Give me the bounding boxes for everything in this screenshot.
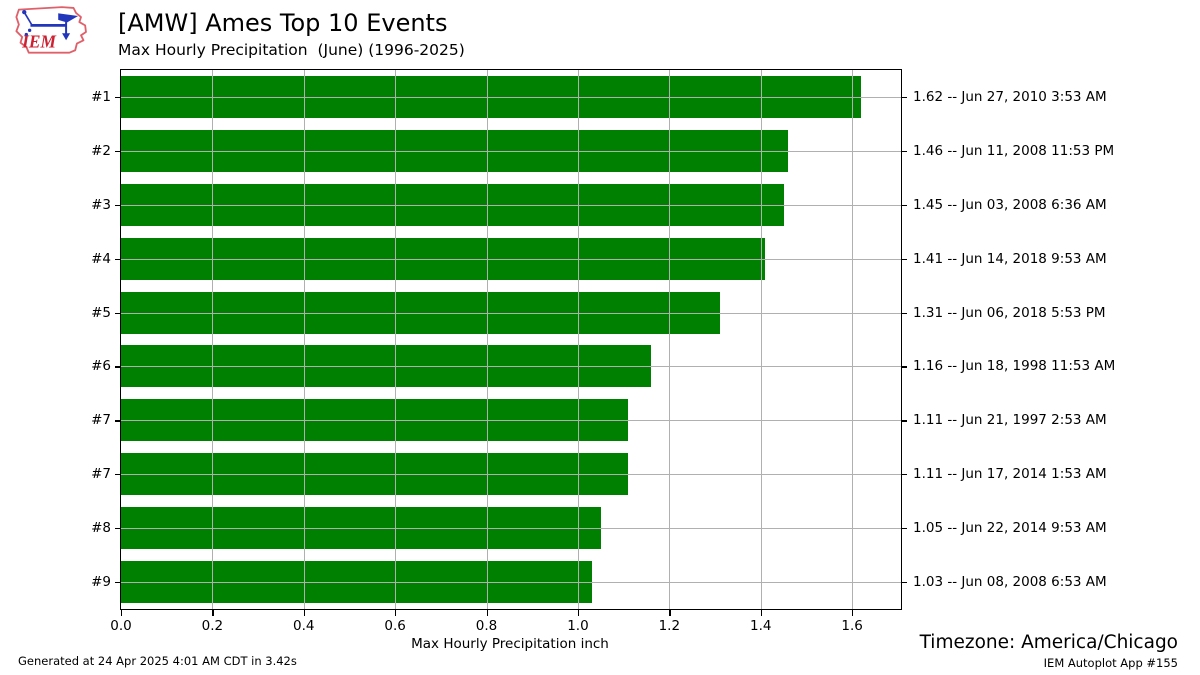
x-axis-label: Max Hourly Precipitation inch xyxy=(411,636,609,652)
event-label: 1.45 -- Jun 03, 2008 6:36 AM xyxy=(913,196,1107,213)
x-tick-label: 0.4 xyxy=(293,618,315,634)
rank-label: #7 xyxy=(91,466,111,483)
rank-label: #2 xyxy=(91,142,111,159)
rank-label: #8 xyxy=(91,520,111,537)
x-tick-label: 0.0 xyxy=(110,618,132,634)
iem-logo: IEM xyxy=(15,6,87,54)
event-label: 1.05 -- Jun 22, 2014 9:53 AM xyxy=(913,520,1107,537)
x-tick-label: 0.8 xyxy=(475,618,498,634)
y-tick-right xyxy=(902,528,907,530)
event-label: 1.11 -- Jun 21, 1997 2:53 AM xyxy=(913,412,1107,429)
page-subtitle: Max Hourly Precipitation (June) (1996-20… xyxy=(118,41,465,59)
plot-area: #1 1.62 -- Jun 27, 2010 3:53 AM #2 1.46 -- … xyxy=(91,69,1115,634)
weather-vane-icon xyxy=(22,9,79,41)
y-tick-right xyxy=(902,366,907,368)
y-tick-right xyxy=(902,258,907,260)
x-tick xyxy=(760,610,762,616)
vertical-gridline xyxy=(760,70,762,609)
x-tick xyxy=(669,610,671,616)
y-tick-left xyxy=(115,528,120,530)
rank-label: #3 xyxy=(91,196,111,213)
x-tick xyxy=(395,610,397,616)
event-label: 1.31 -- Jun 06, 2018 5:53 PM xyxy=(913,304,1106,321)
rank-label: #1 xyxy=(91,88,111,105)
x-tick-label: 0.6 xyxy=(384,618,406,634)
y-tick-right xyxy=(902,474,907,476)
event-label: 1.46 -- Jun 11, 2008 11:53 PM xyxy=(913,142,1115,159)
y-tick-right xyxy=(902,204,907,206)
event-label: 1.41 -- Jun 14, 2018 9:53 AM xyxy=(913,250,1107,267)
horizontal-gridline xyxy=(121,474,901,476)
rank-label: #9 xyxy=(91,574,111,591)
rank-label: #7 xyxy=(91,412,111,429)
vertical-gridline xyxy=(303,70,305,609)
vertical-gridline xyxy=(486,70,488,609)
y-tick-right xyxy=(902,96,907,99)
x-tick xyxy=(212,610,214,616)
x-tick xyxy=(121,610,123,616)
app-reference: IEM Autoplot App #155 xyxy=(1043,656,1178,670)
horizontal-gridline xyxy=(121,366,901,368)
event-label: 1.03 -- Jun 08, 2008 6:53 AM xyxy=(913,574,1107,591)
x-tick-label: 1.4 xyxy=(749,618,772,634)
x-tick xyxy=(486,610,488,616)
vertical-gridline xyxy=(395,70,397,609)
rank-label: #5 xyxy=(91,304,111,321)
timezone-note: Timezone: America/Chicago xyxy=(919,632,1178,653)
y-tick-left xyxy=(115,150,120,153)
horizontal-gridline xyxy=(121,582,901,584)
x-tick xyxy=(577,610,580,616)
rank-label: #6 xyxy=(91,358,111,375)
y-tick-left xyxy=(115,582,120,584)
vertical-gridline xyxy=(669,70,671,609)
horizontal-gridline xyxy=(121,96,901,98)
horizontal-gridline xyxy=(121,204,901,206)
horizontal-gridline xyxy=(121,420,901,422)
x-tick-label: 1.0 xyxy=(567,618,589,634)
y-tick-left xyxy=(115,474,120,476)
y-tick-left xyxy=(115,312,120,314)
page-title: [AMW] Ames Top 10 Events xyxy=(118,9,448,37)
horizontal-gridline xyxy=(121,258,901,260)
vertical-gridline xyxy=(577,70,579,609)
y-tick-left xyxy=(115,420,120,422)
y-tick-right xyxy=(902,150,907,153)
horizontal-gridline xyxy=(121,528,901,530)
y-tick-left xyxy=(115,96,120,99)
event-label: 1.62 -- Jun 27, 2010 3:53 AM xyxy=(913,88,1107,105)
logo-text: IEM xyxy=(21,32,56,52)
x-tick-label: 0.2 xyxy=(201,618,224,634)
y-tick-right xyxy=(902,420,907,422)
y-tick-left xyxy=(115,366,120,368)
x-tick-label: 1.6 xyxy=(841,618,863,634)
horizontal-gridline xyxy=(121,312,901,314)
rank-label: #4 xyxy=(91,250,111,267)
y-tick-left xyxy=(115,204,120,206)
horizontal-gridline xyxy=(121,150,901,152)
y-tick-right xyxy=(902,582,907,584)
event-label: 1.16 -- Jun 18, 1998 11:53 AM xyxy=(913,358,1116,375)
x-tick xyxy=(303,610,305,616)
y-tick-left xyxy=(115,258,120,260)
x-tick-label: 1.2 xyxy=(658,618,681,634)
y-tick-right xyxy=(902,312,907,314)
vertical-gridline xyxy=(212,70,214,609)
generated-timestamp: Generated at 24 Apr 2025 4:01 AM CDT in … xyxy=(18,654,297,668)
vertical-gridline xyxy=(852,70,854,609)
event-label: 1.11 -- Jun 17, 2014 1:53 AM xyxy=(913,466,1107,483)
x-tick xyxy=(852,610,854,616)
